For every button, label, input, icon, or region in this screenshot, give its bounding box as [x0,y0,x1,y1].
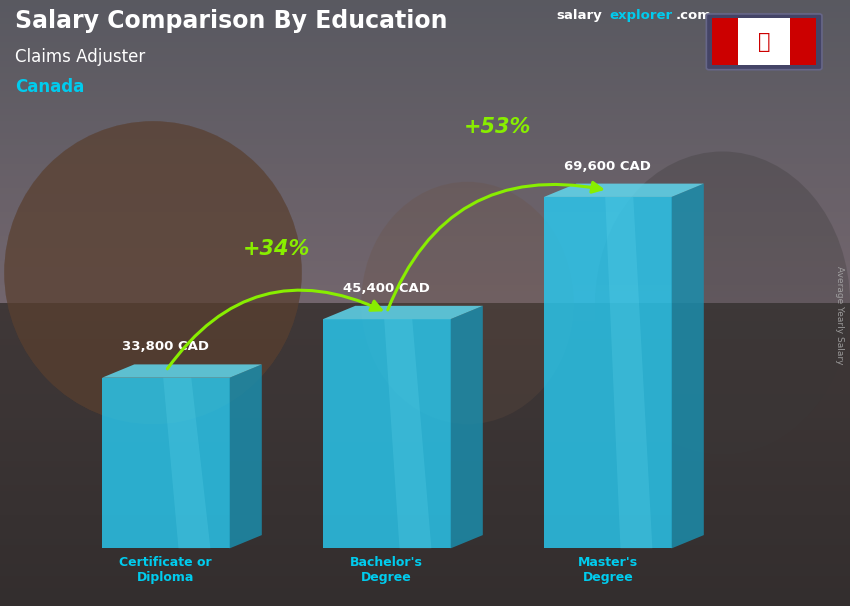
Ellipse shape [361,182,574,424]
Polygon shape [605,197,653,548]
Ellipse shape [4,121,302,424]
Polygon shape [163,378,210,548]
Polygon shape [102,364,262,378]
Polygon shape [384,319,431,548]
Text: +34%: +34% [242,239,310,259]
Polygon shape [323,319,450,548]
Polygon shape [544,197,672,548]
Text: 🍁: 🍁 [758,32,770,53]
Ellipse shape [4,121,302,424]
Text: 69,600 CAD: 69,600 CAD [564,160,651,173]
Polygon shape [450,306,483,548]
Text: Master's
Degree: Master's Degree [578,556,638,584]
FancyBboxPatch shape [706,14,822,70]
Polygon shape [102,378,230,548]
Polygon shape [323,306,483,319]
Ellipse shape [595,152,850,454]
Text: Canada: Canada [15,78,84,96]
FancyBboxPatch shape [790,18,816,65]
Text: 33,800 CAD: 33,800 CAD [122,341,209,353]
Polygon shape [672,184,704,548]
Text: .com: .com [676,9,711,22]
Text: Average Yearly Salary: Average Yearly Salary [836,266,844,364]
Text: Certificate or
Diploma: Certificate or Diploma [120,556,212,584]
FancyBboxPatch shape [738,18,790,65]
Text: explorer: explorer [609,9,672,22]
Text: Claims Adjuster: Claims Adjuster [15,48,145,67]
FancyBboxPatch shape [712,18,738,65]
Text: salary: salary [557,9,603,22]
Ellipse shape [4,121,302,424]
Text: Bachelor's
Degree: Bachelor's Degree [350,556,423,584]
Text: +53%: +53% [463,117,531,137]
Polygon shape [544,184,704,197]
Text: Salary Comparison By Education: Salary Comparison By Education [15,9,448,33]
Text: 45,400 CAD: 45,400 CAD [343,282,430,295]
Polygon shape [230,364,262,548]
